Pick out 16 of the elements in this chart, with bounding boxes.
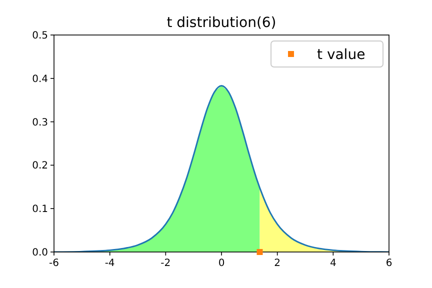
y-tick-label: 0.4 bbox=[32, 74, 48, 85]
x-tick-label: -2 bbox=[160, 258, 171, 269]
y-tick-label: 0.3 bbox=[32, 117, 48, 128]
y-tick-label: 0.2 bbox=[32, 160, 48, 172]
y-tick-label: 0.1 bbox=[32, 204, 48, 216]
y-tick-label: 0.0 bbox=[32, 248, 48, 258]
x-tick-label: 2 bbox=[274, 258, 281, 269]
y-tick-label: 0.5 bbox=[32, 30, 48, 42]
line-series bbox=[54, 85, 389, 252]
x-tick-label: -6 bbox=[49, 258, 59, 269]
x-tick-label: 6 bbox=[386, 258, 392, 269]
x-tick-label: -4 bbox=[104, 258, 115, 269]
chart-title: t distribution(6) bbox=[166, 15, 276, 31]
x-tick-label: 0 bbox=[218, 258, 225, 269]
x-tick-label: 4 bbox=[330, 258, 336, 269]
legend-label: t value bbox=[317, 47, 366, 63]
